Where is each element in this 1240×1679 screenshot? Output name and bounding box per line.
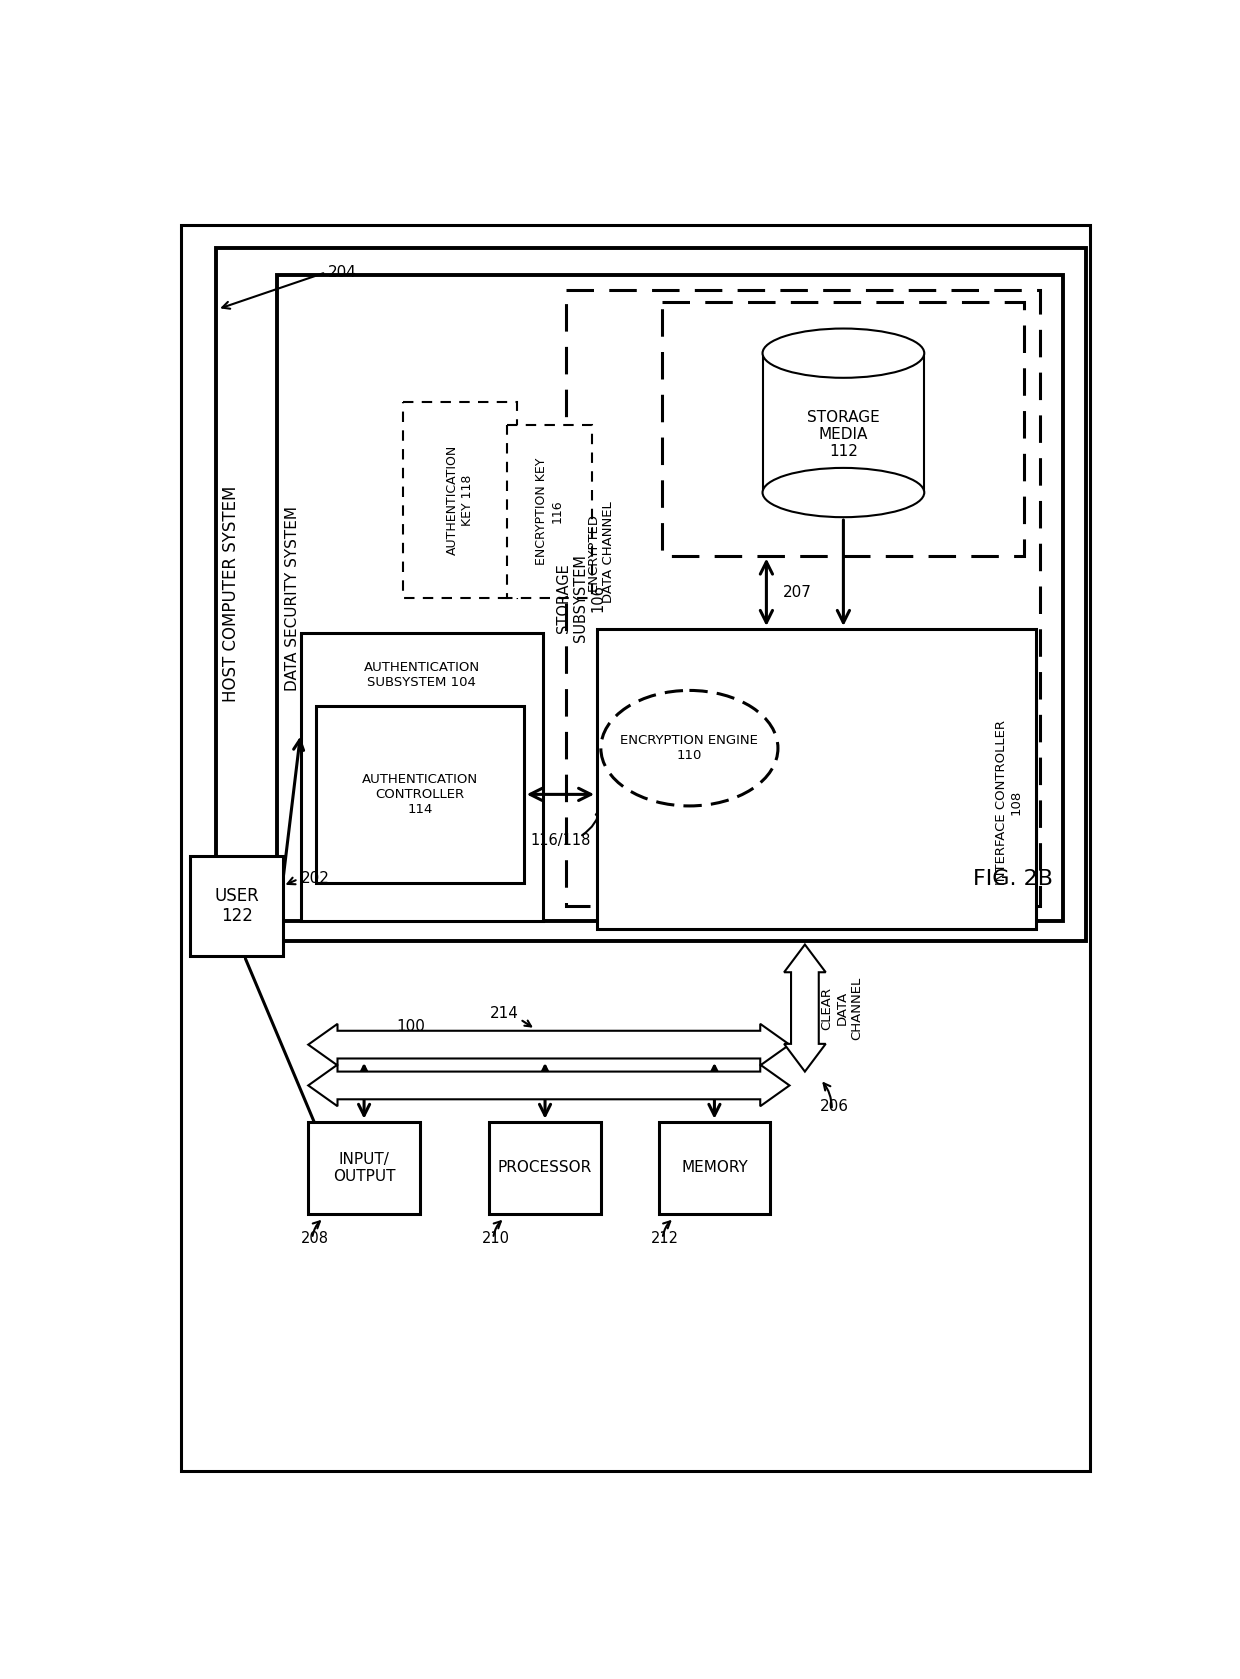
Text: ENCRYPTION KEY
116: ENCRYPTION KEY 116 xyxy=(536,458,563,566)
Text: DATA SECURITY SYSTEM: DATA SECURITY SYSTEM xyxy=(285,505,300,690)
Text: AUTHENTICATION
KEY 118: AUTHENTICATION KEY 118 xyxy=(446,445,474,556)
Text: USER
122: USER 122 xyxy=(215,887,259,925)
Text: 208: 208 xyxy=(300,1231,329,1246)
Bar xyxy=(596,630,1035,928)
Bar xyxy=(403,401,517,598)
Polygon shape xyxy=(309,1064,790,1106)
Bar xyxy=(191,856,283,955)
Polygon shape xyxy=(309,1024,790,1066)
Bar xyxy=(309,1122,420,1214)
Ellipse shape xyxy=(763,329,924,378)
Text: 116/118: 116/118 xyxy=(531,833,590,848)
Text: 204: 204 xyxy=(327,265,356,280)
Text: 202: 202 xyxy=(300,871,330,887)
Text: PROCESSOR: PROCESSOR xyxy=(498,1160,593,1175)
Text: MEMORY: MEMORY xyxy=(681,1160,748,1175)
Ellipse shape xyxy=(763,468,924,517)
Bar xyxy=(662,302,1024,556)
Text: 210: 210 xyxy=(481,1231,510,1246)
Text: 207: 207 xyxy=(784,584,812,599)
Bar xyxy=(507,425,591,598)
Text: 214: 214 xyxy=(490,1006,520,1021)
Bar xyxy=(316,705,523,883)
Bar xyxy=(278,275,1063,922)
Text: ENCRYPTED
DATA CHANNEL: ENCRYPTED DATA CHANNEL xyxy=(587,500,615,603)
Bar xyxy=(490,1122,601,1214)
Text: AUTHENTICATION
SUBSYSTEM 104: AUTHENTICATION SUBSYSTEM 104 xyxy=(363,662,480,688)
Bar xyxy=(300,633,543,922)
Text: INTERFACE CONTROLLER
108: INTERFACE CONTROLLER 108 xyxy=(994,720,1023,885)
Text: INPUT/
OUTPUT: INPUT/ OUTPUT xyxy=(332,1152,396,1184)
Bar xyxy=(763,353,924,492)
Bar xyxy=(658,1122,770,1214)
Text: HOST COMPUTER SYSTEM: HOST COMPUTER SYSTEM xyxy=(222,485,241,702)
Polygon shape xyxy=(784,945,826,1071)
Bar xyxy=(567,290,1040,907)
Text: 212: 212 xyxy=(651,1231,680,1246)
Bar xyxy=(216,248,1086,940)
Ellipse shape xyxy=(601,690,777,806)
Text: FIG. 2B: FIG. 2B xyxy=(973,870,1053,890)
Text: STORAGE
SUBSYSTEM
106: STORAGE SUBSYSTEM 106 xyxy=(556,554,605,641)
Text: 100: 100 xyxy=(397,1019,425,1034)
Text: STORAGE
MEDIA
112: STORAGE MEDIA 112 xyxy=(807,410,879,460)
Text: ENCRYPTION ENGINE
110: ENCRYPTION ENGINE 110 xyxy=(620,734,759,762)
Text: 206: 206 xyxy=(821,1098,849,1113)
Text: AUTHENTICATION
CONTROLLER
114: AUTHENTICATION CONTROLLER 114 xyxy=(362,772,477,816)
Text: CLEAR
DATA
CHANNEL: CLEAR DATA CHANNEL xyxy=(821,977,863,1039)
